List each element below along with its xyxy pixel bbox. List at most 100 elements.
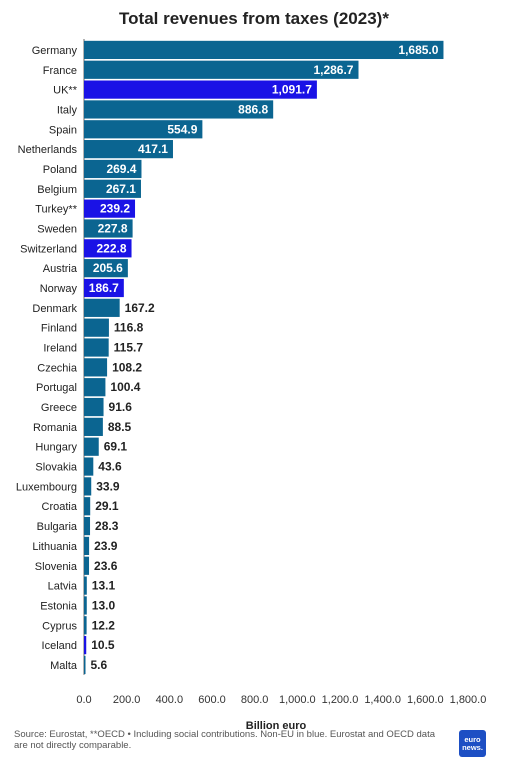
category-label: Spain: [49, 124, 77, 136]
x-tick-label: 400.0: [156, 694, 184, 706]
data-label: 91.6: [109, 400, 133, 414]
category-label: Czechia: [37, 362, 78, 374]
category-label: Estonia: [40, 600, 78, 612]
bar: [84, 219, 133, 238]
bar: [84, 616, 87, 635]
bar: [84, 576, 87, 595]
bar: [84, 437, 99, 456]
data-label: 33.9: [96, 479, 120, 493]
bar: [84, 397, 104, 417]
data-label: 417.1: [138, 142, 168, 156]
bar: [84, 516, 91, 536]
data-label: 10.5: [91, 638, 115, 652]
data-label: 108.2: [112, 360, 142, 374]
category-label: Iceland: [42, 640, 77, 652]
category-label: Lithuania: [32, 541, 78, 553]
data-label: 29.1: [95, 499, 119, 513]
data-label: 269.4: [106, 162, 136, 176]
category-label: Belgium: [37, 184, 77, 196]
bar: [84, 120, 203, 139]
bar: [84, 636, 87, 655]
data-label: 13.1: [92, 579, 116, 593]
bar: [84, 358, 108, 377]
data-label: 886.8: [238, 102, 268, 116]
bar: [84, 298, 120, 317]
category-label: Italy: [57, 104, 78, 116]
category-label: Slovenia: [35, 561, 78, 573]
category-label: Portugal: [36, 382, 77, 394]
category-label: Malta: [50, 660, 78, 672]
x-axis-title: Billion euro: [246, 720, 307, 732]
data-label: 186.7: [89, 281, 119, 295]
category-label: Croatia: [42, 501, 78, 513]
data-label: 115.7: [114, 341, 144, 355]
data-label: 23.9: [94, 539, 118, 553]
data-label: 5.6: [91, 658, 108, 672]
bar: [84, 318, 109, 337]
data-label: 88.5: [108, 420, 132, 434]
bar: [84, 159, 142, 179]
chart-title: Total revenues from taxes (2023)*: [119, 9, 389, 28]
bar: [84, 179, 141, 198]
bar: [84, 655, 86, 675]
category-label: Finland: [41, 323, 77, 335]
category-label: Poland: [43, 164, 77, 176]
data-label: 1,091.7: [272, 83, 312, 97]
x-tick-label: 1,800.0: [450, 694, 487, 706]
category-label: Switzerland: [20, 243, 77, 255]
category-label: Norway: [40, 283, 78, 295]
bar: [84, 338, 109, 357]
data-label: 554.9: [167, 122, 197, 136]
x-tick-label: 800.0: [241, 694, 269, 706]
data-label: 205.6: [93, 261, 123, 275]
data-label: 43.6: [98, 460, 122, 474]
bar: [84, 40, 444, 60]
x-tick-label: 1,000.0: [279, 694, 316, 706]
bar: [84, 497, 91, 516]
category-label: Slovakia: [35, 462, 77, 474]
category-label: Ireland: [43, 343, 77, 355]
data-label: 222.8: [96, 241, 126, 255]
category-label: Hungary: [35, 442, 77, 454]
category-label: France: [43, 65, 77, 77]
data-label: 116.8: [114, 321, 144, 335]
category-label: Latvia: [48, 581, 78, 593]
data-label: 239.2: [100, 202, 130, 216]
bar: [84, 417, 103, 436]
data-label: 227.8: [98, 221, 128, 235]
source-note: Source: Eurostat, **OECD • Including soc…: [14, 729, 436, 751]
bar: [84, 80, 317, 99]
category-label: Greece: [41, 402, 77, 414]
bar: [84, 259, 128, 278]
bar: [84, 239, 132, 258]
category-label: Sweden: [37, 223, 77, 235]
bar: [84, 60, 359, 79]
bar: [84, 199, 136, 218]
category-label: Cyprus: [42, 620, 77, 632]
bar: [84, 477, 92, 496]
x-tick-label: 1,600.0: [407, 694, 444, 706]
category-label: Romania: [33, 422, 78, 434]
category-label: Turkey**: [35, 204, 77, 216]
x-tick-label: 0.0: [76, 694, 91, 706]
category-label: Bulgaria: [37, 521, 78, 533]
category-label: UK**: [53, 85, 78, 97]
category-label: Netherlands: [18, 144, 78, 156]
data-label: 12.2: [92, 618, 116, 632]
data-label: 28.3: [95, 519, 119, 533]
category-label: Austria: [43, 263, 78, 275]
data-label: 1,286.7: [313, 63, 353, 77]
x-tick-label: 200.0: [113, 694, 141, 706]
x-tick-label: 600.0: [198, 694, 226, 706]
bar: [84, 457, 94, 476]
data-label: 13.0: [92, 598, 116, 612]
euronews-logo: euro news.: [459, 730, 486, 757]
x-tick-label: 1,400.0: [364, 694, 401, 706]
data-label: 69.1: [104, 440, 128, 454]
logo-text-top: euro: [464, 734, 481, 744]
category-label: Denmark: [32, 303, 77, 315]
data-label: 167.2: [125, 301, 155, 315]
bar: [84, 140, 173, 159]
logo-text-bottom: news.: [462, 742, 483, 752]
bar: [84, 596, 87, 615]
